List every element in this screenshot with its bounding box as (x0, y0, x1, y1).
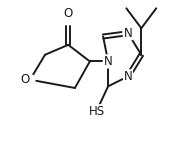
Text: O: O (21, 73, 30, 86)
Text: O: O (64, 7, 73, 20)
Text: N: N (124, 27, 132, 40)
Text: N: N (124, 70, 132, 83)
Text: HS: HS (88, 105, 104, 118)
Text: N: N (104, 55, 113, 68)
